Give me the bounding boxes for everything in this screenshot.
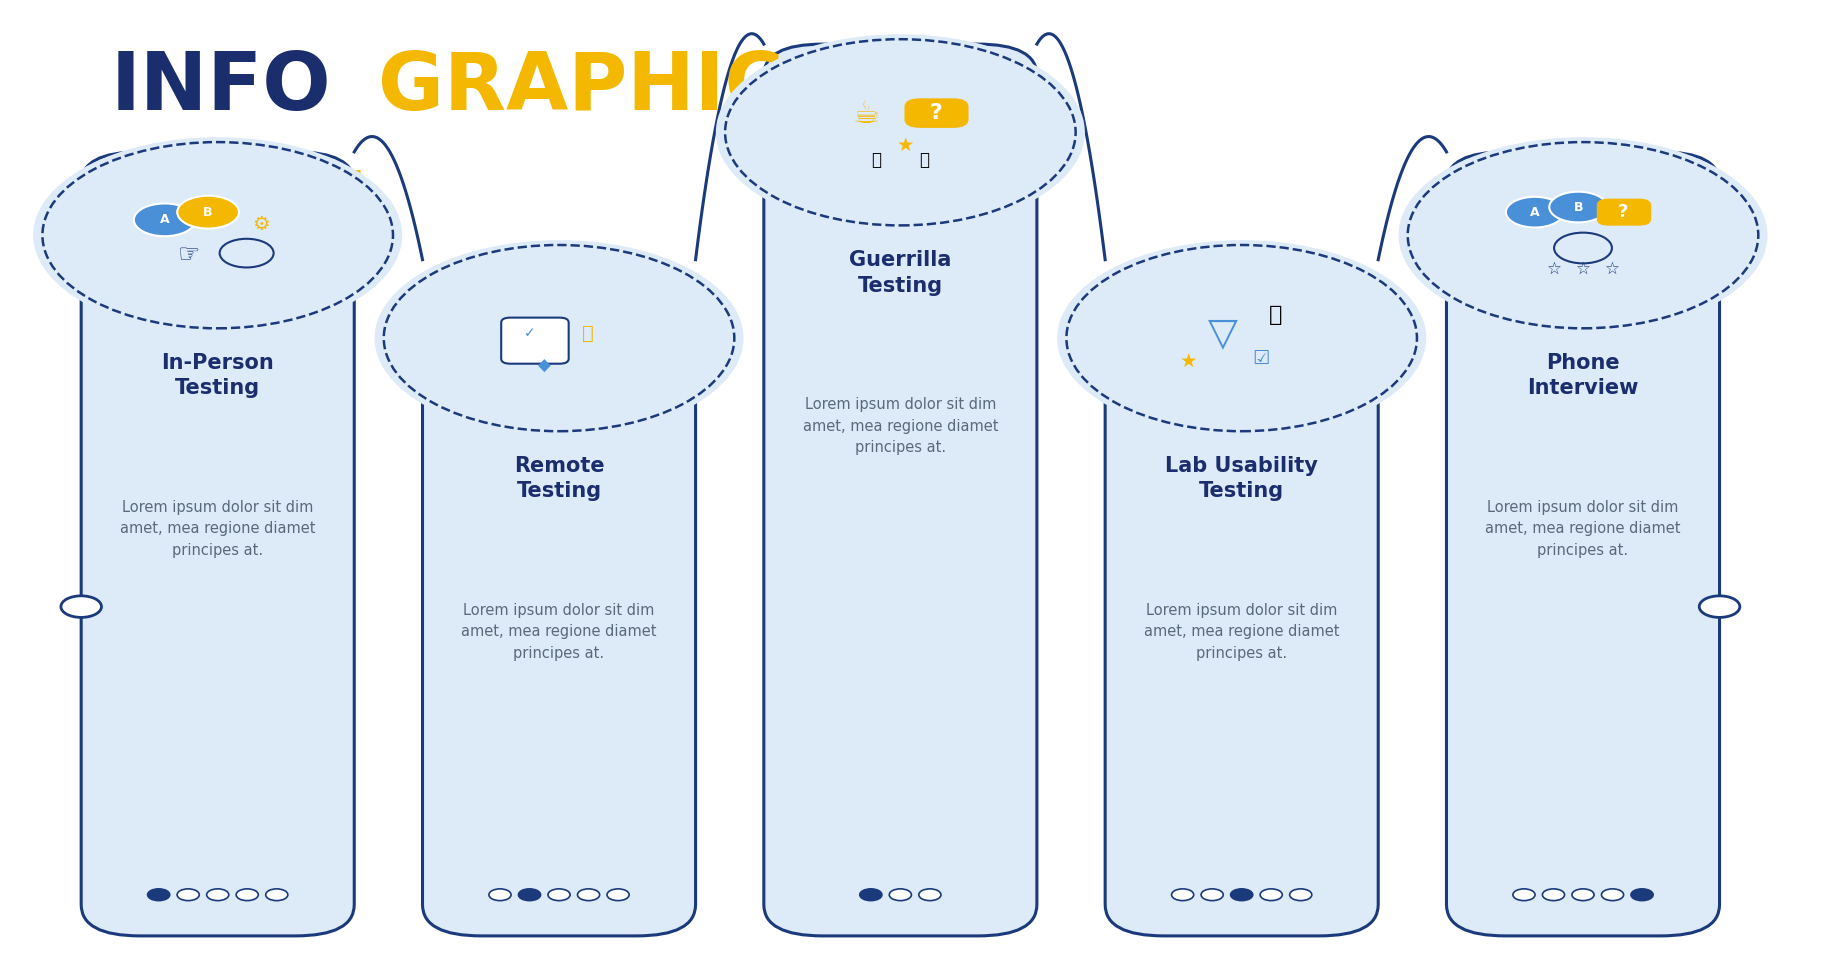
Circle shape <box>1231 889 1253 901</box>
Text: 🪑: 🪑 <box>919 152 930 170</box>
Text: Phone
Interview: Phone Interview <box>1528 353 1638 399</box>
Text: ★: ★ <box>1181 352 1197 370</box>
Text: ☑: ☑ <box>1253 349 1269 368</box>
Text: B: B <box>1574 201 1583 214</box>
Circle shape <box>1699 596 1740 617</box>
Text: ?: ? <box>1618 203 1629 221</box>
Circle shape <box>1631 889 1653 901</box>
Circle shape <box>489 889 511 901</box>
Circle shape <box>1290 889 1312 901</box>
Circle shape <box>716 34 1085 230</box>
Circle shape <box>1399 137 1768 333</box>
Text: ☆: ☆ <box>1605 260 1620 277</box>
Circle shape <box>236 889 258 901</box>
Text: Remote
Testing: Remote Testing <box>513 456 605 502</box>
Circle shape <box>266 889 288 901</box>
Text: 🪑: 🪑 <box>871 152 882 170</box>
Text: GRAPHICS: GRAPHICS <box>378 49 843 127</box>
Circle shape <box>207 889 229 901</box>
Circle shape <box>889 889 911 901</box>
Circle shape <box>1542 889 1565 901</box>
Circle shape <box>860 889 882 901</box>
Text: Guerrilla
Testing: Guerrilla Testing <box>849 250 952 296</box>
FancyBboxPatch shape <box>502 318 568 364</box>
Text: Lorem ipsum dolor sit dim
amet, mea regione diamet
principes at.: Lorem ipsum dolor sit dim amet, mea regi… <box>1144 603 1339 661</box>
Circle shape <box>518 889 541 901</box>
Circle shape <box>919 889 941 901</box>
Circle shape <box>548 889 570 901</box>
Text: ✓: ✓ <box>524 326 535 340</box>
Text: ?: ? <box>930 103 943 123</box>
Circle shape <box>33 137 402 333</box>
Circle shape <box>61 596 101 617</box>
Text: ☞: ☞ <box>177 244 199 268</box>
FancyBboxPatch shape <box>906 99 969 127</box>
Text: B: B <box>203 206 212 219</box>
Text: Lorem ipsum dolor sit dim
amet, mea regione diamet
principes at.: Lorem ipsum dolor sit dim amet, mea regi… <box>1485 500 1681 558</box>
Text: 👥: 👥 <box>1269 305 1282 325</box>
Circle shape <box>1201 889 1223 901</box>
Text: ▽: ▽ <box>1207 314 1238 352</box>
Circle shape <box>1057 240 1426 436</box>
Text: ⚙: ⚙ <box>253 216 269 234</box>
FancyBboxPatch shape <box>81 152 354 936</box>
Circle shape <box>375 240 744 436</box>
FancyBboxPatch shape <box>423 260 696 936</box>
Circle shape <box>177 196 238 228</box>
Text: 👤: 👤 <box>581 323 594 342</box>
Text: ◆: ◆ <box>539 358 552 375</box>
Circle shape <box>148 889 170 901</box>
Circle shape <box>577 889 600 901</box>
Text: INFO: INFO <box>111 49 332 127</box>
Text: Lorem ipsum dolor sit dim
amet, mea regione diamet
principes at.: Lorem ipsum dolor sit dim amet, mea regi… <box>461 603 657 661</box>
Circle shape <box>607 889 629 901</box>
Circle shape <box>1172 889 1194 901</box>
Text: ☕: ☕ <box>852 100 880 129</box>
FancyBboxPatch shape <box>1598 199 1651 225</box>
FancyBboxPatch shape <box>764 44 1037 936</box>
Text: In-Person
Testing: In-Person Testing <box>161 353 275 399</box>
Text: A: A <box>161 214 170 226</box>
Text: A: A <box>1530 206 1539 219</box>
Text: ☆: ☆ <box>1546 260 1561 277</box>
FancyBboxPatch shape <box>1446 152 1720 936</box>
Text: Lorem ipsum dolor sit dim
amet, mea regione diamet
principes at.: Lorem ipsum dolor sit dim amet, mea regi… <box>803 397 998 455</box>
Text: ☆: ☆ <box>1576 260 1590 277</box>
Circle shape <box>1572 889 1594 901</box>
Text: ★: ★ <box>897 135 913 155</box>
Text: Lorem ipsum dolor sit dim
amet, mea regione diamet
principes at.: Lorem ipsum dolor sit dim amet, mea regi… <box>120 500 315 558</box>
Circle shape <box>1550 192 1607 222</box>
Circle shape <box>1513 889 1535 901</box>
Circle shape <box>177 889 199 901</box>
Text: Lab Usability
Testing: Lab Usability Testing <box>1166 456 1317 502</box>
Circle shape <box>135 204 196 236</box>
Circle shape <box>1260 889 1282 901</box>
FancyBboxPatch shape <box>1105 260 1378 936</box>
Circle shape <box>1601 889 1624 901</box>
Circle shape <box>1506 197 1565 227</box>
